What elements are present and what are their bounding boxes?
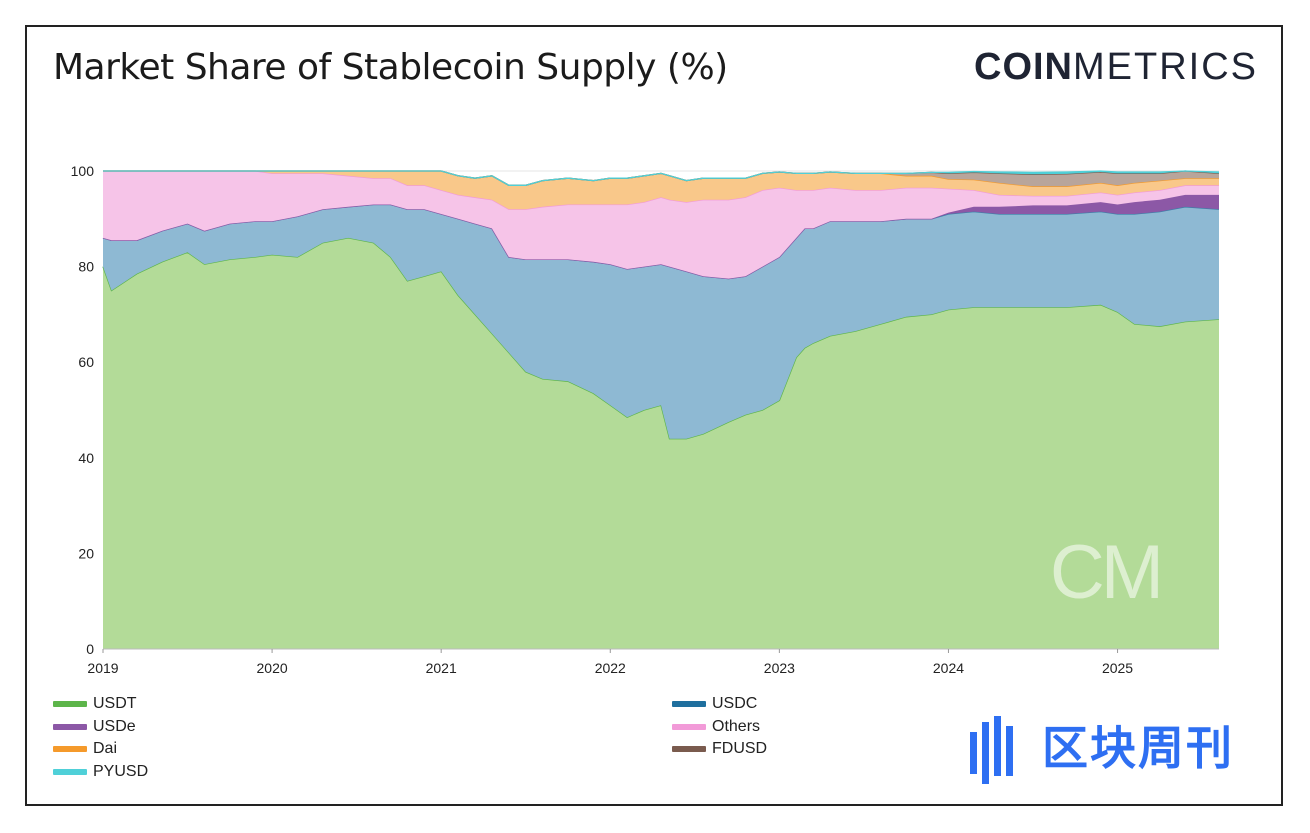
x-tick-label: 2020: [257, 660, 288, 676]
area-others: [103, 171, 1219, 279]
line-pyusd: [103, 170, 1220, 186]
publisher-logo-icon: [970, 716, 1013, 784]
legend-swatch-usdc: [672, 701, 706, 708]
publisher-watermark: 区块周刊: [1042, 721, 1234, 775]
area-fdusd: [103, 171, 1219, 187]
x-tick-label: 2019: [87, 660, 118, 676]
legend-label-fdusd: FDUSD: [712, 740, 768, 758]
y-tick-label: 80: [78, 259, 94, 275]
legend-label-usdt: USDT: [93, 695, 137, 713]
legend-item-dai: Dai: [53, 738, 148, 761]
y-tick-label: 20: [78, 545, 94, 561]
area-dai: [103, 171, 1219, 210]
legend-right: USDC Others FDUSD: [672, 693, 767, 761]
area-usdc: [103, 204, 1219, 439]
y-tick-label: 0: [86, 641, 94, 657]
coinmetrics-logo: COINMETRICS: [974, 46, 1258, 89]
area-usdt: [103, 237, 1219, 649]
cm-watermark: CM: [1050, 530, 1160, 615]
legend-item-usde: USDe: [53, 716, 148, 739]
legend-swatch-others: [672, 723, 706, 730]
y-tick-label: 60: [78, 354, 94, 370]
x-tick-label: 2021: [426, 660, 457, 676]
x-tick-label: 2024: [933, 660, 964, 676]
x-tick-label: 2023: [764, 660, 795, 676]
y-tick-label: 100: [71, 163, 95, 179]
legend-left: USDT USDe Dai PYUSD: [53, 693, 148, 783]
legend-label-dai: Dai: [93, 740, 118, 758]
legend-item-others: Others: [672, 716, 767, 739]
legend-item-usdt: USDT: [53, 693, 148, 716]
legend-label-others: Others: [712, 717, 761, 735]
logo-light: METRICS: [1073, 46, 1258, 88]
legend-label-usde: USDe: [93, 717, 136, 735]
logo-bold: COIN: [974, 46, 1073, 88]
x-tick-label: 2022: [595, 660, 626, 676]
legend-swatch-fdusd: [672, 746, 706, 753]
legend-swatch-dai: [53, 746, 87, 753]
y-tick-label: 40: [78, 450, 94, 466]
x-tick-label: 2025: [1102, 660, 1133, 676]
legend-item-pyusd: PYUSD: [53, 761, 148, 784]
legend-label-usdc: USDC: [712, 695, 758, 713]
legend-swatch-pyusd: [53, 768, 87, 775]
legend-item-usdc: USDC: [672, 693, 767, 716]
legend-swatch-usde: [53, 723, 87, 730]
legend-swatch-usdt: [53, 701, 87, 708]
legend-item-fdusd: FDUSD: [672, 738, 767, 761]
chart-title: Market Share of Stablecoin Supply (%): [53, 47, 728, 88]
area-pyusd: [103, 171, 1219, 186]
legend-label-pyusd: PYUSD: [93, 762, 149, 780]
